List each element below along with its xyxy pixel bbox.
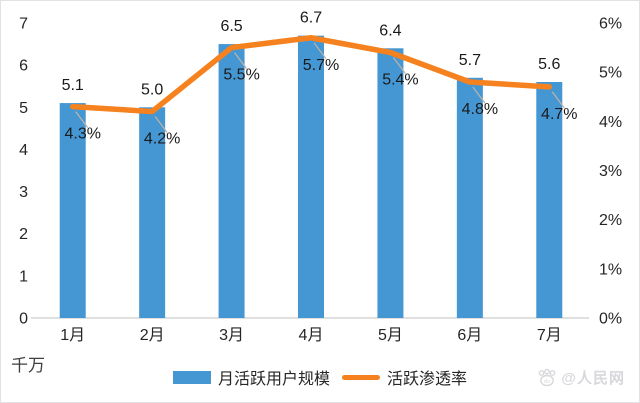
- label-leader-line: [234, 52, 248, 69]
- bar: [218, 44, 245, 318]
- bar: [59, 103, 86, 318]
- legend-label-line-series: 活跃渗透率: [387, 371, 468, 388]
- bar: [298, 35, 324, 319]
- left-axis-unit-label: 千万: [11, 356, 45, 375]
- bar-value-label: 5.0: [141, 81, 163, 98]
- bar-value-label: 6.4: [379, 22, 401, 39]
- right-axis-tick-label: 5%: [599, 65, 622, 82]
- bar: [139, 107, 166, 319]
- chart-legend: 月活跃用户规模 活跃渗透率: [172, 365, 467, 389]
- label-leader-line: [75, 111, 89, 128]
- bar: [377, 48, 404, 319]
- right-axis-tick-label: 2%: [599, 212, 622, 229]
- svg-text:du: du: [544, 379, 550, 385]
- label-leader-line: [313, 42, 327, 60]
- right-axis-tick-label: 3%: [599, 163, 622, 180]
- x-axis-category-label: 3月: [219, 327, 244, 344]
- x-axis-category-label: 1月: [60, 327, 85, 344]
- line-point-label: 5.7%: [303, 57, 339, 74]
- x-axis-category-label: 7月: [537, 327, 562, 344]
- left-axis-tick-label: 5: [19, 100, 28, 117]
- left-axis-tick-label: 7: [19, 16, 28, 33]
- label-leader-line: [472, 86, 486, 104]
- watermark: du @人民网: [536, 367, 625, 388]
- line-point-label: 4.2%: [144, 131, 180, 148]
- bar: [536, 82, 563, 318]
- bar-value-label: 6.7: [300, 10, 322, 27]
- x-axis-category-label: 4月: [299, 327, 324, 344]
- legend-label-bar-series: 月活跃用户规模: [217, 371, 330, 388]
- bar-value-label: 5.6: [538, 56, 560, 73]
- label-leader-line: [392, 57, 406, 74]
- legend-item-bar-series: 月活跃用户规模: [172, 365, 330, 389]
- line-point-label: 4.7%: [541, 106, 577, 123]
- bar: [456, 77, 483, 319]
- line-series: [69, 35, 553, 115]
- left-axis-tick-label: 1: [19, 268, 28, 285]
- right-axis-tick-label: 4%: [599, 114, 622, 131]
- bar-value-label: 5.1: [62, 77, 84, 94]
- label-leader-line: [154, 116, 168, 133]
- bar-value-label: 6.5: [220, 18, 242, 35]
- line-point-label: 5.5%: [223, 67, 259, 84]
- right-axis-tick-label: 1%: [599, 261, 622, 278]
- bar-value-label: 5.7: [459, 52, 481, 69]
- bar-series-swatch-icon: [172, 370, 211, 384]
- line-point-label: 4.8%: [462, 101, 498, 118]
- legend-item-line-series: 活跃渗透率: [342, 365, 467, 389]
- right-axis-tick-label: 0%: [599, 311, 622, 328]
- left-axis-tick-label: 6: [19, 58, 28, 75]
- line-point-label: 4.3%: [64, 126, 100, 143]
- x-axis-category-label: 5月: [378, 327, 403, 344]
- left-axis-tick-label: 4: [19, 142, 28, 159]
- label-leader-line: [551, 91, 565, 109]
- left-axis-tick-label: 0: [19, 311, 28, 328]
- left-axis-tick-label: 2: [19, 226, 28, 243]
- x-axis-category-label: 6月: [457, 327, 482, 344]
- left-axis-tick-label: 3: [19, 184, 28, 201]
- baidu-paw-icon: du: [538, 368, 556, 386]
- x-axis-category-label: 2月: [140, 327, 165, 344]
- line-point-label: 5.4%: [382, 72, 418, 89]
- line-series-swatch-icon: [342, 374, 380, 380]
- watermark-text: @人民网: [561, 370, 625, 387]
- right-axis-tick-label: 6%: [599, 16, 622, 33]
